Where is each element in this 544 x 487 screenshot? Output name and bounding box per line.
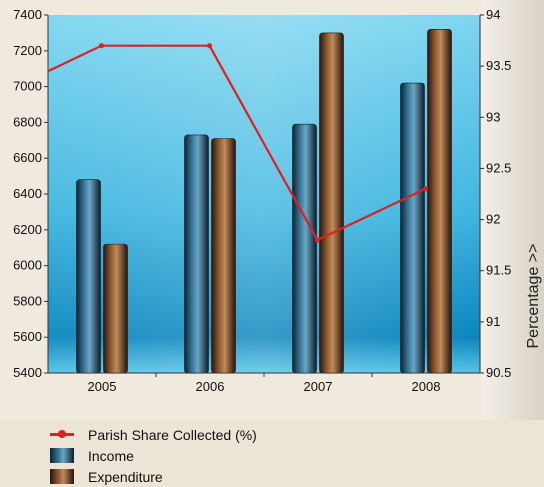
- legend: Parish Share Collected (%) Income Expend…: [50, 424, 257, 487]
- expenditure-swatch-icon: [50, 469, 74, 484]
- income-bar: [76, 179, 101, 374]
- left-tick-label: 5400: [13, 365, 42, 380]
- right-tick-label: 91.5: [486, 263, 511, 278]
- expenditure-bar: [103, 243, 128, 374]
- x-tick-label: 2006: [196, 379, 225, 394]
- right-tick-label: 91: [486, 314, 500, 329]
- left-tick-label: 7000: [13, 79, 42, 94]
- combo-chart: 5400 5600 5800 6000 6200 6400 6600 6800 7000 7200…: [13, 0, 544, 420]
- share-point: [206, 43, 213, 49]
- right-tick-label: 93: [486, 109, 500, 124]
- legend-label-expenditure: Expenditure: [88, 468, 163, 485]
- left-axis-ticks: 5400 5600 5800 6000 6200 6400 6600 6800 7000 7200…: [13, 7, 48, 380]
- share-point: [314, 237, 321, 243]
- expenditure-bar: [319, 32, 344, 374]
- right-tick-label: 90.5: [486, 365, 511, 380]
- left-tick-label: 7400: [13, 7, 42, 22]
- left-tick-label: 6400: [13, 186, 42, 201]
- right-tick-label: 93.5: [486, 58, 511, 73]
- legend-item-income: Income: [50, 445, 257, 466]
- left-tick-label: 6600: [13, 150, 42, 165]
- income-bar: [184, 134, 209, 374]
- x-tick-label: 2007: [304, 379, 333, 394]
- income-bar: [292, 123, 317, 374]
- left-tick-label: 7200: [13, 43, 42, 58]
- right-axis-background: [482, 0, 544, 420]
- left-tick-label: 5600: [13, 329, 42, 344]
- x-tick-label: 2005: [88, 379, 117, 394]
- right-tick-label: 94: [486, 7, 500, 22]
- line-series: [47, 43, 429, 243]
- right-tick-label: 92: [486, 212, 500, 227]
- expenditure-bar: [211, 138, 236, 374]
- legend-label-income: Income: [88, 447, 134, 464]
- right-tick-label: 92.5: [486, 160, 511, 175]
- x-tick-label: 2008: [412, 379, 441, 394]
- expenditure-bar: [427, 29, 452, 374]
- bar-series: [76, 29, 452, 374]
- x-axis-ticks: 2005 2006 2007 2008: [88, 373, 441, 394]
- income-swatch-icon: [50, 448, 74, 463]
- line-marker-icon: [50, 427, 74, 442]
- right-axis-title: Percentage >>: [525, 244, 542, 349]
- legend-label-share: Parish Share Collected (%): [88, 426, 257, 443]
- left-tick-label: 6200: [13, 222, 42, 237]
- income-bar: [400, 82, 425, 374]
- left-tick-label: 6000: [13, 258, 42, 273]
- legend-item-expenditure: Expenditure: [50, 466, 257, 487]
- legend-item-share: Parish Share Collected (%): [50, 424, 257, 445]
- share-point: [98, 43, 105, 49]
- left-tick-label: 5800: [13, 293, 42, 308]
- right-axis-ticks: 90.5 91 91.5 92 92.5 93 93.5 94: [480, 7, 511, 380]
- left-tick-label: 6800: [13, 114, 42, 129]
- share-point: [422, 186, 429, 192]
